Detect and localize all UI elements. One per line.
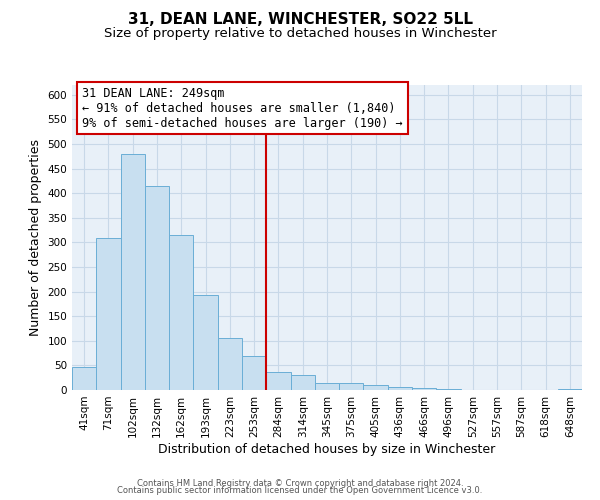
Bar xyxy=(315,382,339,390)
Bar xyxy=(339,382,364,390)
Bar xyxy=(96,238,121,390)
Bar xyxy=(364,385,388,390)
Bar xyxy=(436,388,461,390)
Bar xyxy=(121,154,145,390)
Bar xyxy=(193,295,218,390)
Bar xyxy=(558,389,582,390)
Bar xyxy=(266,372,290,390)
Bar xyxy=(388,386,412,390)
Bar xyxy=(72,367,96,390)
Text: Contains HM Land Registry data © Crown copyright and database right 2024.: Contains HM Land Registry data © Crown c… xyxy=(137,478,463,488)
Text: 31, DEAN LANE, WINCHESTER, SO22 5LL: 31, DEAN LANE, WINCHESTER, SO22 5LL xyxy=(128,12,473,28)
Bar xyxy=(242,356,266,390)
Bar xyxy=(412,388,436,390)
Bar xyxy=(218,338,242,390)
X-axis label: Distribution of detached houses by size in Winchester: Distribution of detached houses by size … xyxy=(158,442,496,456)
Bar xyxy=(290,375,315,390)
Bar xyxy=(145,186,169,390)
Y-axis label: Number of detached properties: Number of detached properties xyxy=(29,139,42,336)
Text: Contains public sector information licensed under the Open Government Licence v3: Contains public sector information licen… xyxy=(118,486,482,495)
Text: Size of property relative to detached houses in Winchester: Size of property relative to detached ho… xyxy=(104,28,496,40)
Text: 31 DEAN LANE: 249sqm
← 91% of detached houses are smaller (1,840)
9% of semi-det: 31 DEAN LANE: 249sqm ← 91% of detached h… xyxy=(82,86,403,130)
Bar xyxy=(169,235,193,390)
